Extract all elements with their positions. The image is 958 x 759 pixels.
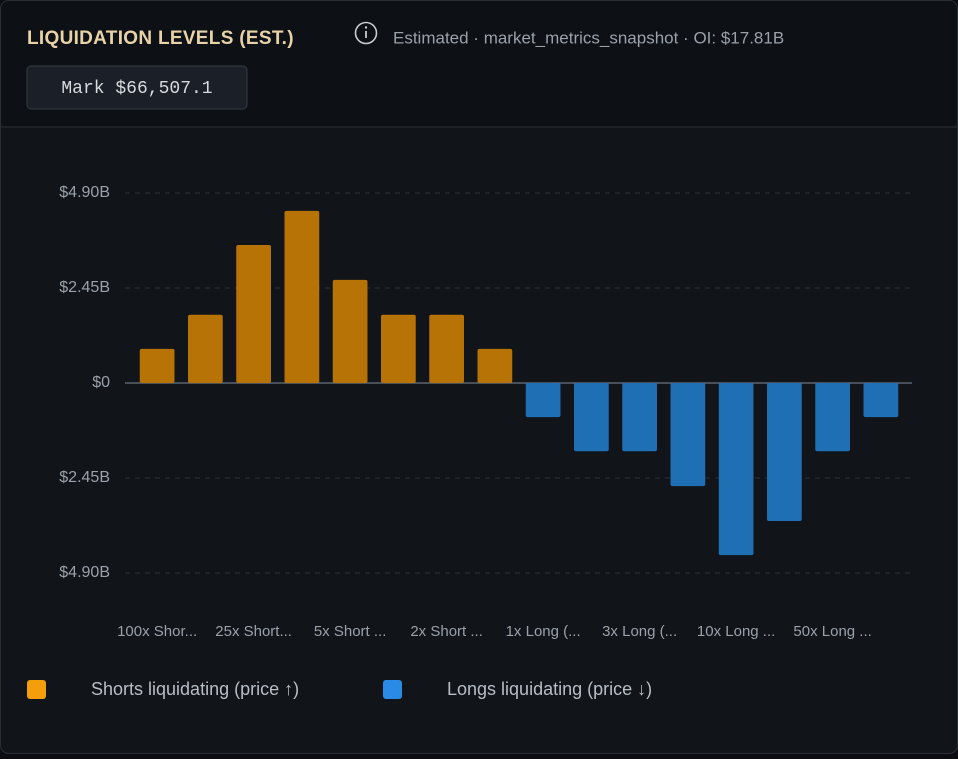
- bar: [718, 383, 754, 556]
- x-tick-label: 5x Short ...: [314, 623, 387, 640]
- bar: [815, 383, 850, 452]
- y-tick-label: $4.90B: [59, 564, 110, 581]
- bar: [381, 314, 416, 383]
- x-tick-label: 25x Short...: [215, 623, 292, 640]
- y-tick-label: $2.45B: [59, 279, 110, 296]
- y-tick-label: $0: [92, 374, 110, 391]
- bar: [574, 383, 609, 452]
- bar: [525, 383, 561, 418]
- x-tick-label: 1x Long (...: [506, 623, 581, 640]
- x-tick-label: 3x Long (...: [602, 623, 677, 640]
- legend-label: Shorts liquidating (price ↑): [91, 679, 299, 699]
- bar: [188, 314, 223, 383]
- chart-subtitle: Estimated · market_metrics_snapshot · OI…: [393, 28, 784, 47]
- bar: [429, 314, 464, 383]
- x-tick-label: 2x Short ...: [410, 623, 483, 640]
- legend-swatch: [27, 680, 46, 699]
- mark-price: Mark $66,507.1: [61, 79, 212, 99]
- chart-title: LIQUIDATION LEVELS (EST.): [27, 28, 294, 49]
- bar: [670, 383, 706, 487]
- info-icon[interactable]: [354, 21, 378, 45]
- info-icon-dot: [364, 26, 368, 29]
- bar: [863, 383, 899, 418]
- bar: [767, 383, 802, 522]
- legend-label: Longs liquidating (price ↓): [447, 679, 652, 699]
- x-tick-label: 50x Long ...: [793, 623, 871, 640]
- bar: [477, 348, 513, 383]
- x-tick-label: 10x Long ...: [697, 623, 775, 640]
- mark-badge: [26, 65, 248, 110]
- bar: [622, 383, 657, 452]
- bar: [332, 279, 368, 383]
- x-tick-label: 100x Shor...: [117, 623, 197, 640]
- legend-swatch: [383, 680, 402, 699]
- y-tick-label: $4.90B: [59, 184, 110, 201]
- y-tick-label: $2.45B: [59, 469, 110, 486]
- bar: [236, 244, 271, 383]
- bar: [139, 348, 175, 383]
- bar: [284, 210, 320, 383]
